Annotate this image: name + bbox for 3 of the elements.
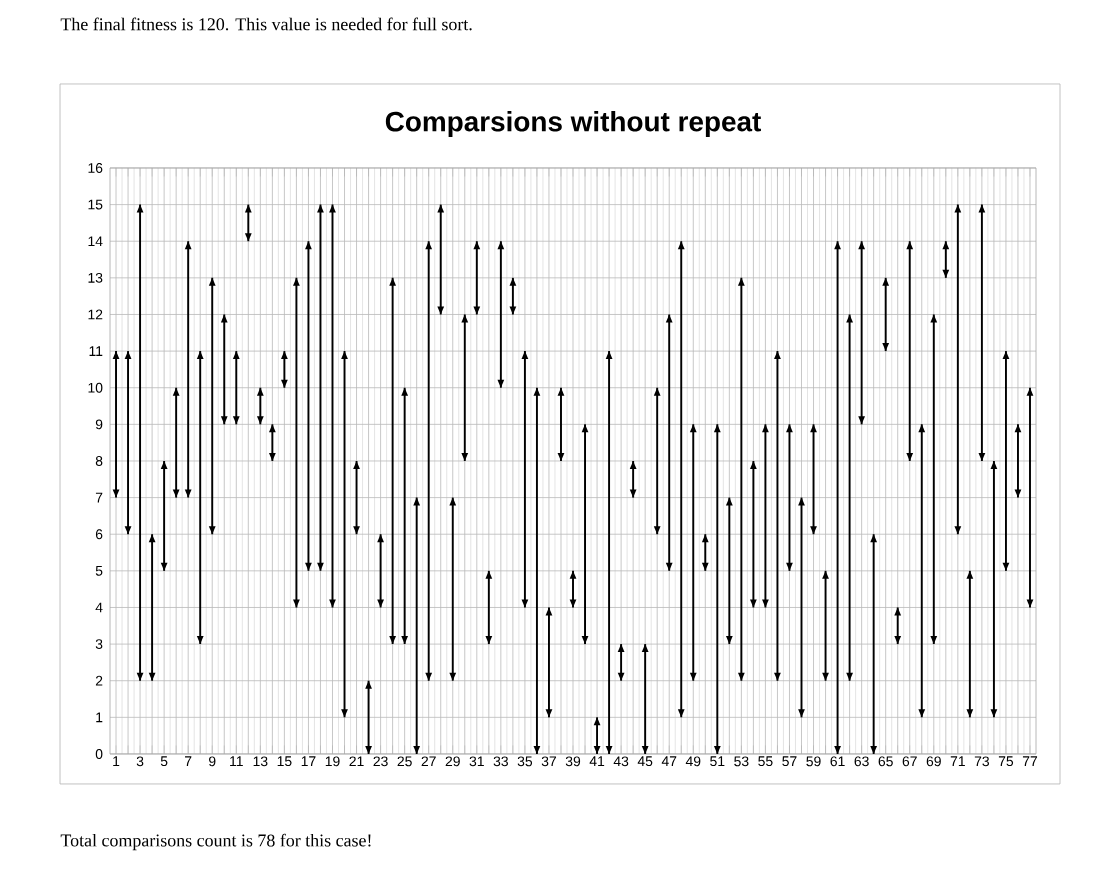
text: The final fitness is 120. This value is needed for full sort. [60,17,472,31]
text: Total comparisons count is 78 for this case! [60,833,371,851]
chart-title: Comparsions without repeat [385,111,761,138]
